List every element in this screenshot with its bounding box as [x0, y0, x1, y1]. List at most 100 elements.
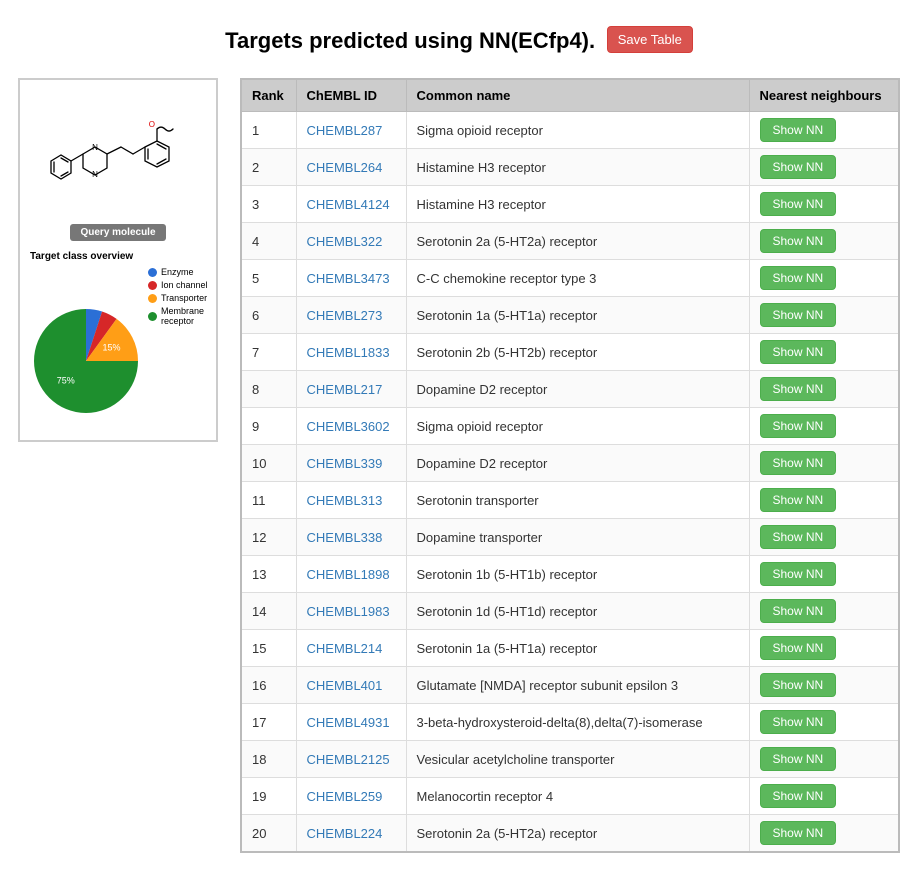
cell-rank: 16: [241, 667, 296, 704]
svg-text:O: O: [149, 120, 155, 129]
legend-item: Ion channel: [148, 281, 208, 291]
query-molecule-badge: Query molecule: [70, 224, 165, 241]
cell-common-name: Dopamine D2 receptor: [406, 445, 749, 482]
chembl-id-link[interactable]: CHEMBL1898: [307, 567, 390, 582]
cell-rank: 12: [241, 519, 296, 556]
chembl-id-link[interactable]: CHEMBL322: [307, 234, 383, 249]
show-nn-button[interactable]: Show NN: [760, 636, 837, 660]
cell-common-name: Serotonin 2a (5-HT2a) receptor: [406, 223, 749, 260]
chembl-id-link[interactable]: CHEMBL264: [307, 160, 383, 175]
chembl-id-link[interactable]: CHEMBL3602: [307, 419, 390, 434]
table-row: 13 CHEMBL1898 Serotonin 1b (5-HT1b) recept…: [241, 556, 899, 593]
cell-common-name: Vesicular acetylcholine transporter: [406, 741, 749, 778]
show-nn-button[interactable]: Show NN: [760, 488, 837, 512]
table-row: 1 CHEMBL287 Sigma opioid receptor Show NN: [241, 112, 899, 149]
cell-common-name: Sigma opioid receptor: [406, 112, 749, 149]
pie-slice-label: 15%: [102, 342, 120, 352]
cell-rank: 20: [241, 815, 296, 853]
cell-rank: 7: [241, 334, 296, 371]
chart-title: Target class overview: [30, 251, 208, 262]
cell-rank: 2: [241, 149, 296, 186]
show-nn-button[interactable]: Show NN: [760, 266, 837, 290]
chembl-id-link[interactable]: CHEMBL401: [307, 678, 383, 693]
show-nn-button[interactable]: Show NN: [760, 451, 837, 475]
legend-label: Enzyme: [161, 268, 194, 278]
cell-rank: 14: [241, 593, 296, 630]
chembl-id-link[interactable]: CHEMBL2125: [307, 752, 390, 767]
cell-common-name: Dopamine D2 receptor: [406, 371, 749, 408]
chembl-id-link[interactable]: CHEMBL224: [307, 826, 383, 841]
chembl-id-link[interactable]: CHEMBL217: [307, 382, 383, 397]
col-rank: Rank: [241, 79, 296, 112]
show-nn-button[interactable]: Show NN: [760, 821, 837, 845]
chembl-id-link[interactable]: CHEMBL338: [307, 530, 383, 545]
show-nn-button[interactable]: Show NN: [760, 229, 837, 253]
legend-swatch: [148, 281, 157, 290]
show-nn-button[interactable]: Show NN: [760, 673, 837, 697]
cell-rank: 1: [241, 112, 296, 149]
cell-common-name: Serotonin 2b (5-HT2b) receptor: [406, 334, 749, 371]
legend-item: Enzyme: [148, 268, 208, 278]
table-row: 10CHEMBL339Dopamine D2 receptorShow NN: [241, 445, 899, 482]
chembl-id-link[interactable]: CHEMBL4124: [307, 197, 390, 212]
chembl-id-link[interactable]: CHEMBL287: [307, 123, 383, 138]
cell-common-name: Serotonin 1a (5-HT1a) receptor: [406, 297, 749, 334]
table-row: 20CHEMBL224Serotonin 2a (5-HT2a) recepto…: [241, 815, 899, 853]
table-row: 8CHEMBL217Dopamine D2 receptorShow NN: [241, 371, 899, 408]
cell-common-name: Histamine H3 receptor: [406, 149, 749, 186]
show-nn-button[interactable]: Show NN: [760, 414, 837, 438]
table-row: 16 CHEMBL401 Glutamate [NMDA] receptor sub…: [241, 667, 899, 704]
table-row: 2 CHEMBL264 Histamine H3 receptor Show NN: [241, 149, 899, 186]
chembl-id-link[interactable]: CHEMBL339: [307, 456, 383, 471]
chembl-id-link[interactable]: CHEMBL1833: [307, 345, 390, 360]
table-row: 14 CHEMBL1983 Serotonin 1d (5-HT1d) recept…: [241, 593, 899, 630]
table-row: 4 CHEMBL322 Serotonin 2a (5-HT2a) receptor…: [241, 223, 899, 260]
show-nn-button[interactable]: Show NN: [760, 525, 837, 549]
table-row: 11CHEMBL313Serotonin transporterShow NN: [241, 482, 899, 519]
cell-common-name: 3-beta-hydroxysteroid-delta(8),delta(7)-…: [406, 704, 749, 741]
show-nn-button[interactable]: Show NN: [760, 784, 837, 808]
molecule-icon: N N O: [33, 98, 203, 208]
cell-rank: 18: [241, 741, 296, 778]
table-row: 5CHEMBL3473C-C chemokine receptor type 3…: [241, 260, 899, 297]
legend-item: Membrane receptor: [148, 307, 208, 327]
legend-label: Transporter: [161, 294, 207, 304]
chembl-id-link[interactable]: CHEMBL214: [307, 641, 383, 656]
cell-rank: 4: [241, 223, 296, 260]
table-row: 7 CHEMBL1833 Serotonin 2b (5-HT2b) recepto…: [241, 334, 899, 371]
table-row: 17CHEMBL49313-beta-hydroxysteroid-delta(…: [241, 704, 899, 741]
table-row: 15CHEMBL214Serotonin 1a (5-HT1a) recepto…: [241, 630, 899, 667]
show-nn-button[interactable]: Show NN: [760, 599, 837, 623]
cell-common-name: Dopamine transporter: [406, 519, 749, 556]
show-nn-button[interactable]: Show NN: [760, 340, 837, 364]
show-nn-button[interactable]: Show NN: [760, 118, 837, 142]
chembl-id-link[interactable]: CHEMBL1983: [307, 604, 390, 619]
cell-common-name: Serotonin 1d (5-HT1d) receptor: [406, 593, 749, 630]
svg-text:N: N: [92, 143, 98, 152]
legend-swatch: [148, 268, 157, 277]
show-nn-button[interactable]: Show NN: [760, 155, 837, 179]
show-nn-button[interactable]: Show NN: [760, 377, 837, 401]
show-nn-button[interactable]: Show NN: [760, 303, 837, 327]
table-row: 19CHEMBL259Melanocortin receptor 4Show N…: [241, 778, 899, 815]
cell-common-name: C-C chemokine receptor type 3: [406, 260, 749, 297]
chembl-id-link[interactable]: CHEMBL3473: [307, 271, 390, 286]
query-molecule-structure: N N O: [28, 88, 208, 218]
page-title: Targets predicted using NN(ECfp4).: [225, 28, 595, 53]
table-row: 9CHEMBL3602Sigma opioid receptorShow NN: [241, 408, 899, 445]
chembl-id-link[interactable]: CHEMBL259: [307, 789, 383, 804]
cell-common-name: Serotonin 1b (5-HT1b) receptor: [406, 556, 749, 593]
cell-common-name: Glutamate [NMDA] receptor subunit epsilo…: [406, 667, 749, 704]
show-nn-button[interactable]: Show NN: [760, 747, 837, 771]
cell-rank: 13: [241, 556, 296, 593]
chembl-id-link[interactable]: CHEMBL273: [307, 308, 383, 323]
chembl-id-link[interactable]: CHEMBL313: [307, 493, 383, 508]
save-table-button[interactable]: Save Table: [607, 26, 693, 53]
query-panel: N N O Query molecule Target class overvi…: [18, 78, 218, 442]
show-nn-button[interactable]: Show NN: [760, 710, 837, 734]
show-nn-button[interactable]: Show NN: [760, 562, 837, 586]
cell-common-name: Serotonin 1a (5-HT1a) receptor: [406, 630, 749, 667]
col-common-name: Common name: [406, 79, 749, 112]
chembl-id-link[interactable]: CHEMBL4931: [307, 715, 390, 730]
show-nn-button[interactable]: Show NN: [760, 192, 837, 216]
